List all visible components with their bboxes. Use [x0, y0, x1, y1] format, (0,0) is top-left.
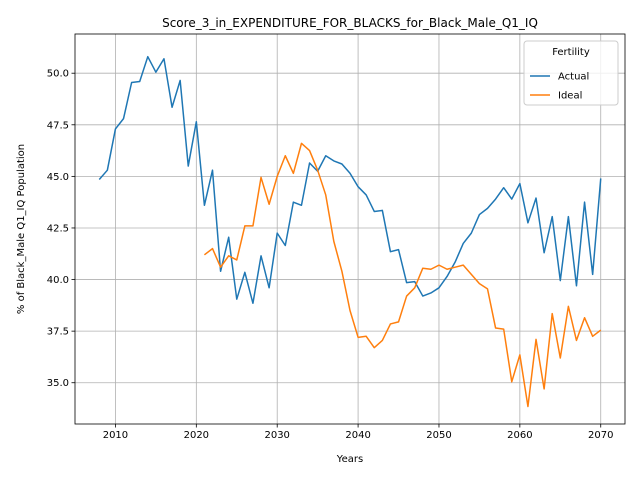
x-tick-label: 2050 [426, 430, 451, 441]
x-axis-label: Years [336, 454, 363, 465]
y-axis-ticks: 35.0 37.5 40.0 42.5 45.0 47.5 50.0 [47, 69, 75, 389]
chart-title: Score_3_in_EXPENDITURE_FOR_BLACKS_for_Bl… [162, 16, 538, 30]
x-axis-ticks: 2010 2020 2030 2040 2050 2060 2070 [103, 424, 613, 441]
grid [75, 34, 625, 424]
x-tick-label: 2020 [184, 430, 209, 441]
legend-label-ideal: Ideal [558, 91, 582, 102]
axes-frame [74, 33, 626, 425]
y-tick-label: 50.0 [47, 69, 69, 80]
y-tick-label: 45.0 [47, 172, 69, 183]
y-tick-label: 35.0 [47, 378, 69, 389]
y-tick-label: 42.5 [47, 223, 69, 234]
legend-box [523, 40, 619, 106]
x-tick-label: 2040 [345, 430, 370, 441]
x-tick-label: 2010 [103, 430, 128, 441]
x-tick-label: 2060 [507, 430, 532, 441]
x-tick-label: 2030 [264, 430, 289, 441]
y-tick-label: 37.5 [47, 327, 69, 338]
x-tick-label: 2070 [588, 430, 613, 441]
y-tick-label: 47.5 [47, 120, 69, 131]
series-line-ideal [203, 142, 602, 408]
series-line-actual [98, 55, 602, 305]
legend-label-actual: Actual [558, 72, 589, 83]
y-axis-label: % of Black_Male Q1_IQ Population [16, 144, 27, 314]
plot-lines [98, 55, 602, 408]
legend: Fertility Actual Ideal [523, 40, 619, 106]
legend-title: Fertility [552, 47, 590, 58]
y-tick-label: 40.0 [47, 275, 69, 286]
